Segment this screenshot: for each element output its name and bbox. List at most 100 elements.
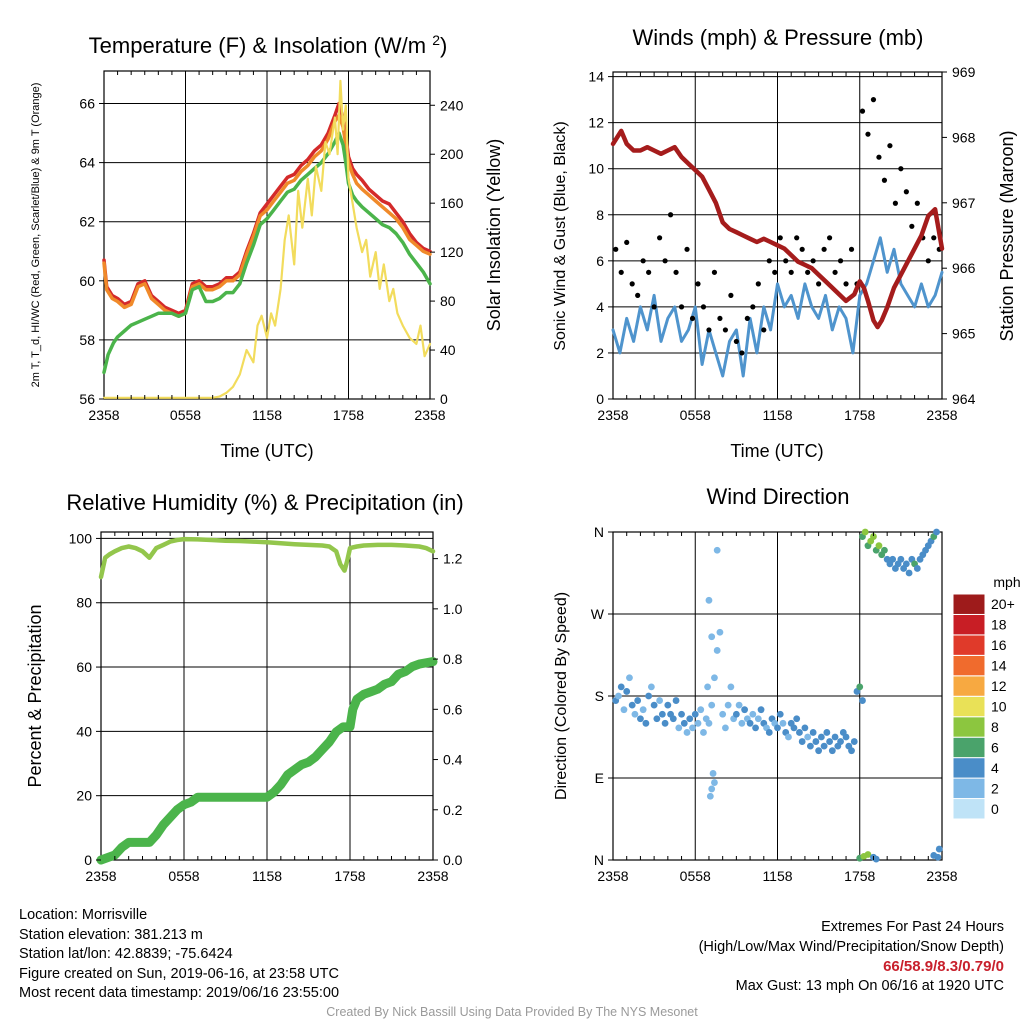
y2-tick-label: 0.8 [443, 651, 463, 667]
direction-point [686, 715, 694, 723]
gust-point [667, 212, 674, 218]
direction-point [913, 565, 921, 572]
gust-point [657, 235, 663, 241]
temperature-panel: Temperature (F) & Insolation (W/m 2) 565… [30, 32, 504, 461]
x-tick-label: 0558 [680, 868, 711, 884]
direction-point [746, 719, 754, 727]
y-tick-label: N [594, 524, 604, 540]
series-line [102, 113, 432, 319]
humidity-panel: Relative Humidity (%) & Precipitation (i… [25, 490, 464, 884]
x-tick-label: 1758 [334, 868, 365, 884]
gust-point [624, 239, 630, 246]
direction-point [752, 724, 759, 732]
direction-point [617, 683, 625, 691]
x-tick-label: 1758 [333, 407, 364, 423]
x-tick-label: 1758 [844, 407, 875, 423]
y2-tick-label: 200 [440, 146, 464, 162]
winds-title: Winds (mph) & Pressure (mb) [633, 25, 924, 50]
gust-point [629, 281, 635, 287]
direction-point [732, 710, 740, 718]
wind-direction-title: Wind Direction [706, 484, 849, 509]
gust-point [739, 350, 745, 356]
direction-point [774, 724, 781, 732]
series-line [102, 131, 432, 375]
temperature-y2-label: Solar Insolation (Yellow) [484, 139, 504, 331]
x-tick-label: 2358 [926, 407, 957, 423]
credit-line: Created By Nick Bassill Using Data Provi… [326, 1005, 698, 1019]
y2-tick-label: 965 [952, 326, 976, 342]
y-tick-label: 80 [76, 595, 92, 611]
direction-point [935, 845, 943, 853]
temperature-y2-ticks: 0 40 80 120 160 200 240 [430, 97, 464, 407]
direction-point [704, 683, 711, 691]
direction-point [689, 724, 696, 732]
gust-point [700, 304, 707, 310]
gust-point [717, 315, 723, 322]
y2-tick-label: 1.2 [443, 551, 463, 567]
direction-point [848, 747, 855, 755]
gust-point [837, 258, 844, 264]
temperature-x-label: Time (UTC) [220, 441, 313, 461]
y2-tick-label: 0.0 [443, 852, 463, 868]
gust-point [728, 292, 734, 298]
direction-point [812, 738, 820, 745]
direction-point [708, 701, 716, 709]
gust-point [772, 269, 778, 275]
direction-point [708, 633, 716, 641]
direction-point [705, 596, 713, 604]
colorbar-label: 8 [991, 719, 999, 735]
winds-y2-ticks: 964 965 966 967 968 969 [942, 64, 976, 407]
direction-point [705, 719, 713, 727]
y2-tick-label: 0.2 [443, 802, 463, 818]
direction-point [870, 533, 877, 540]
colorbar-swatch [952, 613, 986, 636]
y2-tick-label: 0 [440, 391, 448, 407]
y-tick-label: 0 [84, 852, 92, 868]
direction-point [790, 724, 798, 732]
y-tick-label: W [591, 606, 605, 622]
x-tick-label: 1158 [762, 868, 792, 884]
y2-tick-label: 966 [952, 260, 976, 276]
direction-point [823, 729, 831, 736]
direction-point [672, 697, 680, 704]
extremes-info: Extremes For Past 24 Hours (High/Low/Max… [699, 918, 1004, 996]
temperature-x-ticks: 2358 0558 1158 1758 2358 [88, 71, 446, 423]
colorbar-swatch [952, 634, 986, 656]
y-tick-label: 4 [596, 299, 604, 315]
y2-tick-label: 967 [952, 195, 976, 211]
direction-point [709, 770, 717, 777]
gust-point [761, 327, 767, 333]
gust-point [805, 269, 811, 275]
direction-point [864, 851, 872, 858]
direction-point [637, 715, 644, 723]
direction-point [859, 697, 866, 704]
gust-point [832, 269, 838, 275]
colorbar-label: 18 [991, 617, 1007, 633]
gust-point [859, 108, 866, 114]
wind-direction-y-ticks: N E S W N [591, 524, 613, 868]
winds-y2-label: Station Pressure (Maroon) [997, 130, 1017, 341]
direction-point [776, 710, 784, 718]
colorbar-swatch [952, 798, 986, 820]
direction-point [631, 710, 639, 718]
y-tick-label: N [594, 852, 604, 868]
gust-point [816, 281, 822, 287]
colorbar-label: 12 [991, 678, 1007, 694]
direction-point [626, 674, 633, 682]
direction-point [817, 733, 825, 741]
y-tick-label: 10 [588, 161, 604, 177]
y-tick-label: 62 [79, 214, 95, 230]
x-tick-label: 2358 [417, 868, 448, 884]
gust-point [887, 143, 893, 149]
direction-point [831, 733, 839, 741]
colorbar-label: 10 [991, 699, 1007, 715]
direction-point [820, 742, 828, 750]
gust-point [613, 246, 619, 252]
x-tick-label: 2358 [88, 407, 119, 423]
gust-point [821, 246, 827, 252]
gust-point [733, 338, 739, 345]
y2-tick-label: 964 [952, 391, 976, 407]
gust-point [777, 235, 783, 241]
